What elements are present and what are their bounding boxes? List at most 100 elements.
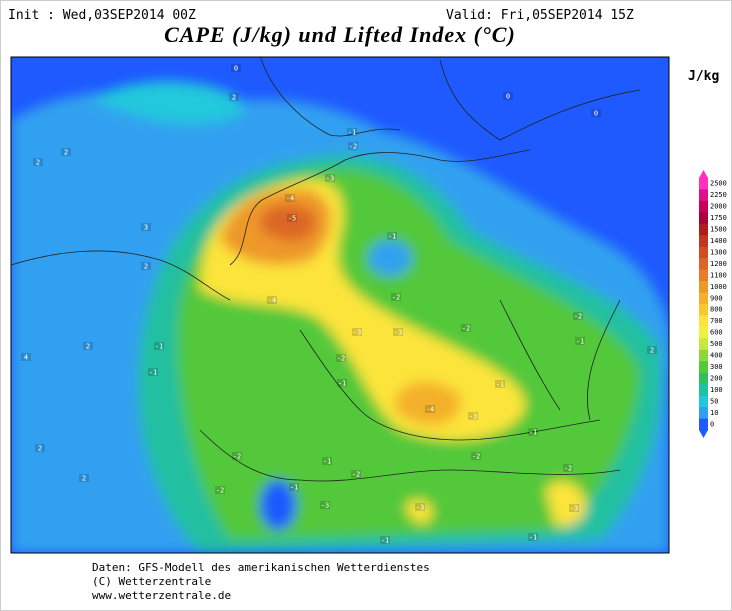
label-box (322, 457, 332, 465)
lifted-index-label: 2 (82, 475, 86, 483)
label-box (495, 380, 505, 388)
colorbar-segment (699, 395, 708, 408)
label-box (528, 428, 538, 436)
lifted-index-label: -5 (288, 215, 296, 223)
label-box (215, 486, 225, 494)
lifted-index-label: 4 (24, 354, 28, 362)
lifted-index-label: -1 (529, 429, 537, 437)
lifted-index-label: -4 (268, 297, 276, 305)
colorbar-segment (699, 384, 708, 397)
label-box (229, 93, 239, 101)
lifted-index-label: -1 (323, 458, 331, 466)
map-border (10, 56, 670, 554)
lifted-index-label: 2 (86, 343, 90, 351)
colorbar-segment (699, 315, 708, 328)
lifted-index-label: -3 (416, 504, 424, 512)
colorbar-label: 400 (710, 352, 723, 360)
url: www.wetterzentrale.de (92, 589, 231, 602)
lifted-index-label: -1 (576, 338, 584, 346)
label-box (141, 223, 151, 231)
lifted-index-label: -1 (496, 381, 504, 389)
lifted-index-label: -2 (349, 143, 357, 151)
lifted-index-label: -1 (348, 129, 356, 137)
lifted-index-label: -2 (392, 294, 400, 302)
label-box (573, 312, 583, 320)
label-box (21, 353, 31, 361)
colorbar-segment (699, 246, 708, 259)
colorbar-label: 1400 (710, 237, 727, 245)
colorbar-label: 900 (710, 294, 723, 302)
label-box (591, 109, 601, 117)
lifted-index-label: -3 (326, 175, 334, 183)
lifted-index-label: -2 (472, 453, 480, 461)
lifted-index-label: -1 (155, 343, 163, 351)
cape-field (11, 81, 669, 553)
colorbar-label: 1300 (710, 248, 727, 256)
colorbar-bottom-arrow (699, 430, 708, 438)
label-box (61, 148, 71, 156)
colorbar-top-arrow (699, 170, 708, 178)
colorbar-segment (699, 349, 708, 362)
colorbar-segment (699, 281, 708, 294)
borders (11, 57, 641, 482)
label-box (351, 470, 361, 478)
label-box (35, 444, 45, 452)
lifted-index-label: 0 (594, 110, 598, 118)
colorbar-segment (699, 361, 708, 374)
lifted-index-label: -2 (352, 471, 360, 479)
colorbar-label: 10 (710, 409, 718, 417)
lifted-index-label: -1 (290, 484, 298, 492)
label-box (569, 504, 579, 512)
colorbar-label: 1200 (710, 260, 727, 268)
label-box (471, 452, 481, 460)
lifted-index-label: 3 (144, 224, 148, 232)
label-box (352, 328, 362, 336)
label-box (461, 324, 471, 332)
colorbar-label: 800 (710, 306, 723, 314)
lifted-index-label: -2 (216, 487, 224, 495)
label-box (337, 379, 347, 387)
colorbar-label: 0 (710, 420, 714, 428)
label-box (391, 293, 401, 301)
label-box (83, 342, 93, 350)
lifted-index-label: -4 (286, 195, 294, 203)
lifted-index-label: -2 (564, 465, 572, 473)
lifted-index-label: -3 (321, 502, 329, 510)
lifted-index-label: -1 (529, 534, 537, 542)
label-box (79, 474, 89, 482)
unit: J/kg (688, 69, 719, 84)
colorbar-segment (699, 292, 708, 305)
lifted-index-label: 2 (36, 159, 40, 167)
lifted-index-label: -3 (469, 413, 477, 421)
colorbar-segment (699, 418, 708, 431)
lifted-index-label: 2 (144, 263, 148, 271)
colorbar-segment (699, 326, 708, 339)
copyright: (C) Wetterzentrale (92, 575, 211, 588)
colorbar-label: 2500 (710, 180, 727, 188)
label-box (33, 158, 43, 166)
lifted-index-label: -2 (233, 453, 241, 461)
colorbar-segment (699, 189, 708, 202)
label-box (563, 464, 573, 472)
lifted-index-label: -2 (337, 355, 345, 363)
lifted-index-label: -3 (353, 329, 361, 337)
colorbar-segment (699, 212, 708, 225)
lifted-index-label: -1 (149, 369, 157, 377)
lifted-index-label: -1 (388, 233, 396, 241)
lifted-index-label: 0 (234, 65, 238, 73)
lifted-index-label: -2 (462, 325, 470, 333)
label-box (528, 533, 538, 541)
label-box (380, 536, 390, 544)
label-box (231, 64, 241, 72)
map: -4 -5 -3 -1 -2 -1 -2 -4 -3 -3 -2 -2 -1 -1 -1 -2 -1 -4 -3 -1… (11, 57, 669, 553)
lifted-index-label: 0 (506, 93, 510, 101)
colorbar-segment (699, 235, 708, 248)
lifted-index-label: -2 (574, 313, 582, 321)
colorbar-segment (699, 223, 708, 236)
label-box (320, 501, 330, 509)
source: Daten: GFS-Modell des amerikanischen Wet… (92, 561, 430, 574)
label-box (336, 354, 346, 362)
label-box (468, 412, 478, 420)
valid-time: Valid: Fri,05SEP2014 15Z (446, 8, 634, 23)
lifted-index-label: -3 (394, 329, 402, 337)
